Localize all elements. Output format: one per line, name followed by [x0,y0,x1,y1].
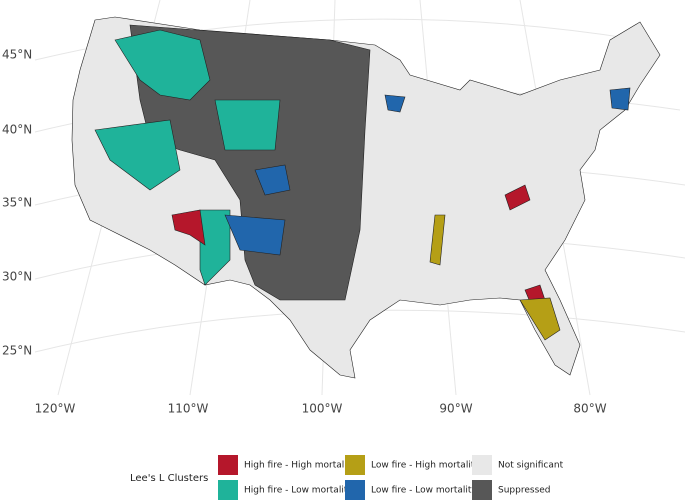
lat-label: 45°N [2,48,32,62]
legend-label: High fire - High mortality [244,461,356,471]
us-map [71,16,661,379]
cluster-region [504,184,531,211]
lat-label: 35°N [2,196,32,210]
cluster-region [199,209,231,286]
cluster-region [214,99,281,151]
legend-label: Suppressed [498,486,551,496]
cluster-region [94,119,181,191]
cluster-region [254,164,291,196]
lon-label: 110°W [168,402,209,416]
cluster-region [171,209,206,246]
lon-label: 80°W [573,402,606,416]
legend-label: Low fire - Low mortality [371,486,477,496]
legend: High fire - High mortality High fire - Lo… [218,455,564,500]
legend-label: Not significant [498,461,564,471]
cluster-region [609,87,631,111]
lon-label: 90°W [439,402,472,416]
cluster-region [384,94,406,113]
cluster-region [224,214,286,256]
cluster-region [429,214,446,266]
longitude-labels: 120°W 110°W 100°W 90°W 80°W [35,402,607,416]
legend-label: High fire - Low mortality [244,486,353,496]
latitude-labels: 45°N 40°N 35°N 30°N 25°N [2,48,32,358]
legend-swatch [345,455,365,475]
cluster-region [114,29,211,101]
legend-swatch [345,480,365,500]
legend-swatch [472,455,492,475]
lat-label: 40°N [2,123,32,137]
cluster-region [519,297,561,341]
legend-swatch [218,455,238,475]
legend-swatch [472,480,492,500]
lon-label: 100°W [302,402,343,416]
lat-label: 25°N [2,344,32,358]
legend-title: Lee's L Clusters [130,473,208,484]
lon-label: 120°W [35,402,76,416]
legend-label: Low fire - High mortality [371,461,480,471]
legend-swatch [218,480,238,500]
lat-label: 30°N [2,270,32,284]
